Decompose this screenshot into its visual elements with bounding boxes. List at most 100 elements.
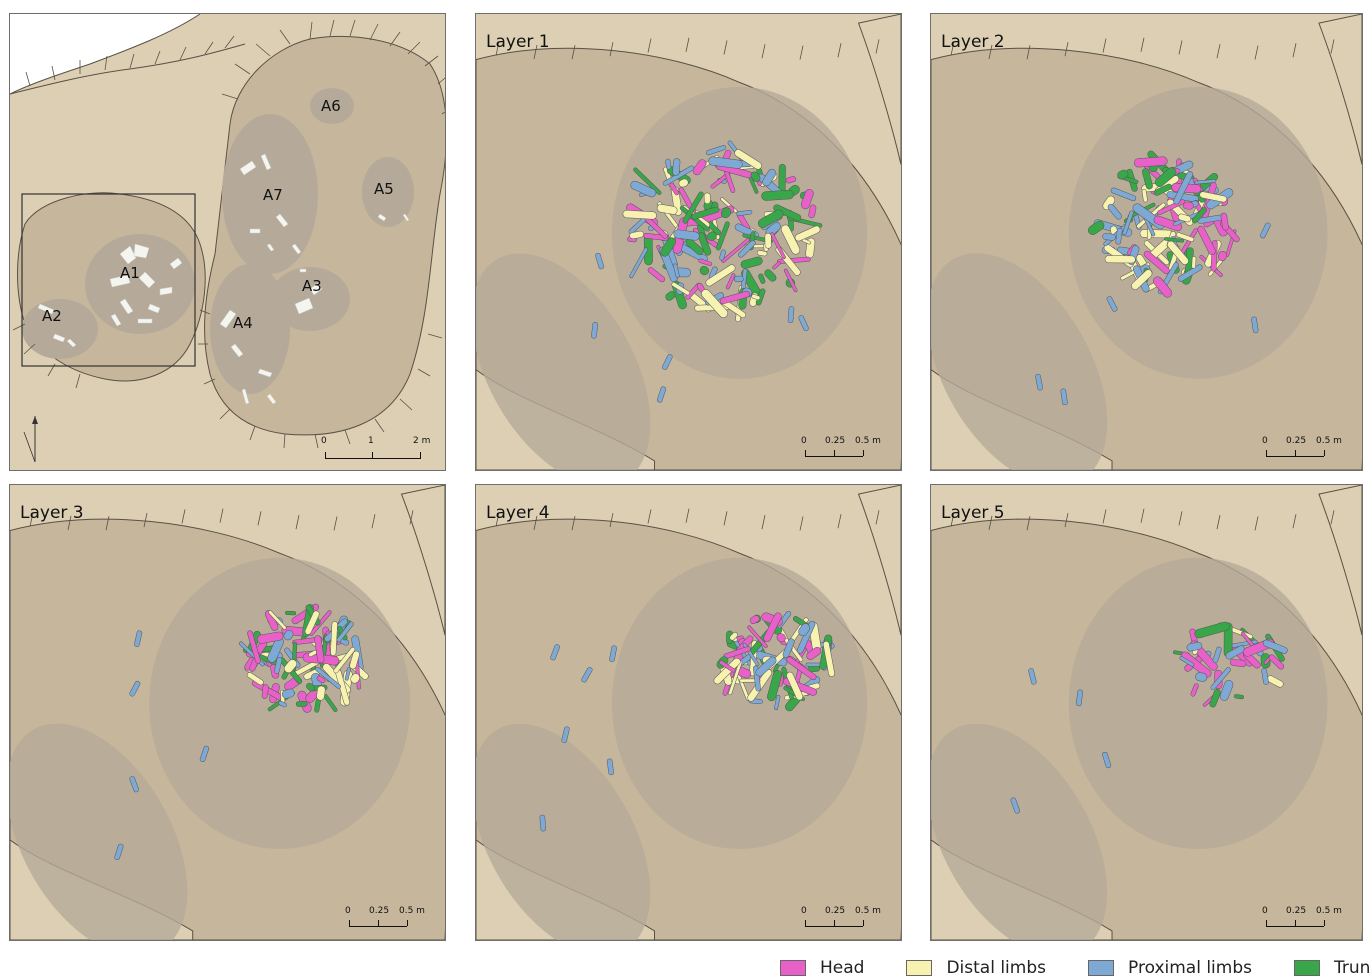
bone-fragment [1179, 656, 1195, 667]
scale-label: 0 [801, 906, 807, 916]
bone-fragment [774, 694, 781, 711]
hachure [647, 38, 652, 53]
bone-fragment [1233, 694, 1244, 700]
bone-fragment [281, 688, 295, 699]
bone-fragment [1117, 169, 1129, 180]
hachure [685, 37, 690, 52]
legend-label: Distal limbs [946, 958, 1046, 978]
hachure [67, 515, 72, 530]
bone-fragment [656, 204, 678, 215]
bone-fragment [539, 814, 547, 832]
hachure [799, 516, 804, 531]
bone-fragment [703, 192, 711, 204]
layer-4-map: Layer 4 0 0.25 0.5 m [475, 484, 902, 941]
hachure [950, 512, 955, 527]
hachure [988, 515, 993, 530]
bone-fragment [1107, 203, 1122, 220]
bone-fragment [738, 240, 756, 258]
scale-label: 0.25 [825, 436, 846, 446]
bone-fragment [786, 656, 817, 681]
hachure [1102, 38, 1107, 53]
hachure [571, 516, 576, 531]
hachure [875, 510, 880, 525]
scale-label: 0 [345, 906, 351, 916]
legend-item-head: Head [780, 958, 864, 978]
area-a2-patch [931, 723, 1108, 940]
bone-fragment [691, 206, 720, 220]
bone-fragment [1194, 621, 1230, 639]
bone-fragment [1212, 646, 1222, 663]
scale-label: 0 [1262, 436, 1268, 446]
bone-fragment [1104, 255, 1136, 264]
bone-fragment [747, 625, 768, 649]
bone-fragment [706, 231, 717, 241]
bone-fragment [719, 660, 736, 673]
layer-title: Layer 5 [941, 503, 1005, 523]
hachure [799, 45, 804, 60]
bone-fragment [349, 650, 360, 670]
bone-fragment [692, 159, 707, 176]
bone-fragment [1142, 168, 1153, 190]
bone-fragment [719, 249, 726, 261]
bone-fragment [591, 321, 599, 339]
bone-fragment [1087, 220, 1105, 235]
bone-fragment [740, 256, 763, 269]
bone-fragment [1131, 269, 1153, 290]
bone-fragment [647, 267, 666, 283]
bone-fragment [1190, 683, 1199, 697]
area-label: A5 [374, 180, 394, 198]
hachure [533, 515, 538, 530]
hachure [295, 515, 300, 530]
bone-fragment [761, 189, 794, 201]
bone-fragment [669, 182, 680, 196]
bone-fragment [1102, 751, 1112, 769]
hachure [495, 512, 500, 527]
bone-fragment [1261, 668, 1269, 685]
area-a2-patch [476, 253, 651, 470]
bone-fragment [1173, 171, 1194, 205]
bone-fragment [550, 644, 560, 661]
area-a2-patch [931, 253, 1108, 470]
bone-fragment [314, 635, 325, 664]
bone-fragment [1106, 296, 1118, 312]
hachure [950, 41, 955, 56]
pit-edge-right [1318, 14, 1362, 165]
hachure [257, 511, 262, 526]
scale-label: 0.5 m [855, 436, 881, 446]
bone-fragment [780, 224, 801, 255]
hachure [495, 41, 500, 56]
bone-fragment [673, 229, 700, 241]
hachure [571, 45, 576, 60]
bone-fragment [283, 630, 294, 641]
bone-fragment [304, 610, 320, 635]
scale-label: 0.25 [369, 906, 390, 916]
bone-fragment [1153, 183, 1173, 196]
bone-fragment [114, 843, 124, 860]
hachure [1026, 516, 1031, 531]
bone-fragment [1259, 222, 1271, 239]
bone-fragment [1210, 667, 1231, 691]
bone-fragment [773, 204, 802, 222]
scale-label: 0 [801, 436, 807, 446]
scale-label: 2 m [413, 436, 431, 446]
bone-fragment [822, 641, 835, 677]
hachure [685, 508, 690, 523]
bone-fragment [1010, 797, 1021, 814]
hachure [723, 40, 728, 55]
legend-item-trunk: Trunk [1294, 958, 1371, 978]
layer-title: Layer 2 [941, 32, 1005, 52]
bone-fragment [1268, 654, 1285, 670]
hachure [1292, 514, 1297, 529]
hachure [988, 44, 993, 60]
layer-1-map: Layer 1 0 0.25 0.5 m [475, 13, 902, 471]
hachure [409, 510, 414, 525]
bone-fragment [1186, 641, 1203, 652]
bone-fragment [606, 758, 614, 776]
legend-swatch [1294, 960, 1320, 976]
bone-fragment [1176, 232, 1195, 242]
bone-fragment [785, 176, 797, 184]
scale-label: 0 [1262, 906, 1268, 916]
area-a1-patch [1068, 86, 1328, 379]
area-a2-patch [10, 723, 188, 940]
scale-bar: 0 1 2 m [321, 436, 430, 460]
